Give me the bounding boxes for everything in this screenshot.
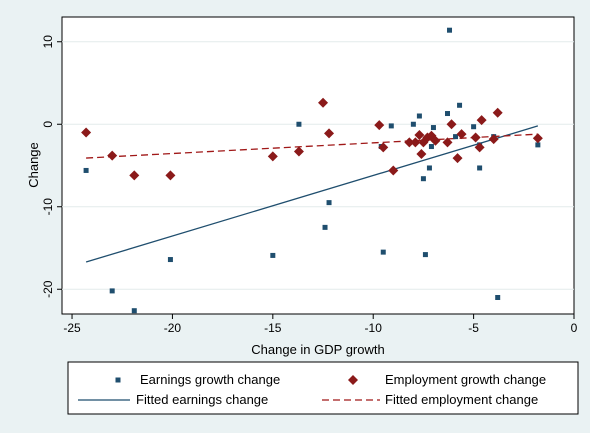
employment-point <box>446 119 457 130</box>
legend: Earnings growth change Employment growth … <box>78 372 546 407</box>
employment-point <box>532 133 543 144</box>
employment-point <box>410 137 421 148</box>
employment-point <box>430 135 441 146</box>
employment-point <box>414 129 425 140</box>
legend-label: Earnings growth change <box>140 372 280 387</box>
legend-earnings-marker <box>115 377 121 383</box>
employment-point <box>165 170 176 181</box>
legend-label: Fitted employment change <box>385 392 538 407</box>
earnings-point <box>495 295 501 300</box>
y-tick-label: -10 <box>41 198 55 216</box>
x-tick-label: -15 <box>264 321 282 335</box>
earnings-point <box>270 252 276 258</box>
y-axis-label: Change <box>26 142 41 188</box>
earnings-point <box>471 124 477 130</box>
earnings-point <box>326 200 332 206</box>
x-tick-label: -25 <box>63 321 81 335</box>
employment-point <box>492 107 503 118</box>
employment-point <box>470 132 481 143</box>
employment-point <box>374 120 385 131</box>
data-points <box>81 27 543 314</box>
earnings-point <box>422 252 428 258</box>
fitted-earnings-line <box>85 125 539 263</box>
earnings-point <box>428 144 434 150</box>
earnings-point <box>388 123 394 129</box>
x-axis-label: Change in GDP growth <box>251 342 384 357</box>
earnings-point <box>131 308 137 314</box>
x-tick-label: -20 <box>164 321 182 335</box>
earnings-point <box>447 27 453 33</box>
y-tick-label: -20 <box>41 280 55 298</box>
legend-label: Fitted earnings change <box>136 392 268 407</box>
earnings-point <box>322 224 328 230</box>
earnings-point <box>477 165 483 171</box>
earnings-point <box>296 121 302 127</box>
gridlines <box>62 41 574 290</box>
employment-point <box>488 134 499 145</box>
employment-point <box>378 142 389 153</box>
employment-point <box>318 97 329 108</box>
employment-point <box>267 151 278 162</box>
legend-label: Employment growth change <box>385 372 546 387</box>
employment-point <box>293 146 304 157</box>
y-tick-label: 0 <box>41 121 55 128</box>
earnings-point <box>457 102 463 108</box>
employment-point <box>129 170 140 181</box>
employment-point <box>474 142 485 153</box>
employment-point <box>456 129 467 140</box>
earnings-point <box>445 111 451 117</box>
x-tick-label: -10 <box>365 321 383 335</box>
employment-point <box>416 148 427 159</box>
earnings-point <box>420 176 426 182</box>
x-tick-label: -5 <box>468 321 479 335</box>
earnings-point <box>426 165 432 171</box>
legend-employment-marker <box>348 375 358 385</box>
earnings-point <box>167 257 173 263</box>
employment-point <box>476 115 487 126</box>
y-tick-label: 10 <box>41 35 55 49</box>
axes: 10 0 -10 -20 -25 -20 -15 -10 -5 0 <box>41 35 578 335</box>
employment-point <box>324 128 335 139</box>
legend-box <box>67 361 579 415</box>
employment-point <box>442 137 453 148</box>
x-tick-label: 0 <box>571 321 578 335</box>
earnings-point <box>410 121 416 127</box>
earnings-point <box>416 113 422 119</box>
employment-point <box>107 150 118 161</box>
earnings-point <box>109 288 115 294</box>
employment-point <box>452 153 463 164</box>
employment-point <box>81 127 92 138</box>
earnings-point <box>453 134 459 140</box>
earnings-point <box>430 125 436 131</box>
employment-point <box>388 165 399 176</box>
earnings-point <box>380 249 386 255</box>
plot-area <box>61 16 575 315</box>
employment-point <box>404 137 415 148</box>
earnings-point <box>535 142 541 148</box>
earnings-point <box>83 167 89 173</box>
